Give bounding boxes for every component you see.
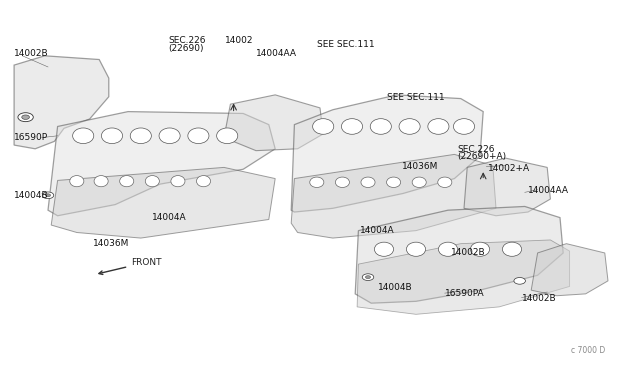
Text: SEE SEC.111: SEE SEC.111 <box>317 40 374 49</box>
Text: c 7000 D: c 7000 D <box>570 346 605 355</box>
Polygon shape <box>357 240 570 314</box>
Ellipse shape <box>120 176 134 187</box>
Ellipse shape <box>406 242 426 256</box>
Circle shape <box>365 276 371 279</box>
Text: 14002B: 14002B <box>522 294 556 303</box>
Polygon shape <box>224 95 323 151</box>
Circle shape <box>22 115 29 119</box>
Ellipse shape <box>159 128 180 144</box>
Ellipse shape <box>387 177 401 187</box>
Ellipse shape <box>131 128 152 144</box>
Ellipse shape <box>374 242 394 256</box>
Circle shape <box>362 274 374 280</box>
Text: (22690): (22690) <box>168 44 204 53</box>
Text: 16590PA: 16590PA <box>445 289 484 298</box>
Text: 14002B: 14002B <box>451 248 486 257</box>
Ellipse shape <box>216 128 238 144</box>
Text: 14004A: 14004A <box>152 213 187 222</box>
Ellipse shape <box>438 242 458 256</box>
Ellipse shape <box>342 119 362 134</box>
Circle shape <box>18 113 33 122</box>
Text: 14002: 14002 <box>225 36 254 45</box>
Ellipse shape <box>188 128 209 144</box>
Ellipse shape <box>196 176 211 187</box>
Ellipse shape <box>171 176 185 187</box>
Text: 14036M: 14036M <box>402 162 438 171</box>
Ellipse shape <box>502 242 522 256</box>
Text: (22690+A): (22690+A) <box>458 153 507 161</box>
Circle shape <box>45 194 51 197</box>
Text: 14004A: 14004A <box>360 226 394 235</box>
Text: 14002B: 14002B <box>14 49 49 58</box>
Text: FRONT: FRONT <box>99 258 162 275</box>
Ellipse shape <box>438 177 452 187</box>
Ellipse shape <box>312 119 334 134</box>
Polygon shape <box>291 154 496 238</box>
Text: SEE SEC.111: SEE SEC.111 <box>387 93 445 102</box>
Ellipse shape <box>101 128 123 144</box>
Polygon shape <box>531 244 608 296</box>
Polygon shape <box>51 167 275 238</box>
Ellipse shape <box>335 177 349 187</box>
Ellipse shape <box>453 119 475 134</box>
Text: 14004AA: 14004AA <box>528 186 569 195</box>
Polygon shape <box>291 95 483 212</box>
Text: 14002+A: 14002+A <box>488 164 530 173</box>
Text: SEC.226: SEC.226 <box>458 145 495 154</box>
Ellipse shape <box>370 119 391 134</box>
Ellipse shape <box>428 119 449 134</box>
Ellipse shape <box>73 128 94 144</box>
Polygon shape <box>355 206 563 303</box>
Polygon shape <box>14 56 109 149</box>
Ellipse shape <box>399 119 420 134</box>
Text: 14004AA: 14004AA <box>256 49 297 58</box>
Ellipse shape <box>70 176 84 187</box>
Ellipse shape <box>310 177 324 187</box>
Circle shape <box>42 192 54 199</box>
Circle shape <box>514 278 525 284</box>
Ellipse shape <box>145 176 159 187</box>
Text: 14004B: 14004B <box>14 191 49 200</box>
Text: 14004B: 14004B <box>378 283 412 292</box>
Ellipse shape <box>94 176 108 187</box>
Polygon shape <box>464 158 550 216</box>
Ellipse shape <box>361 177 375 187</box>
Ellipse shape <box>412 177 426 187</box>
Ellipse shape <box>470 242 490 256</box>
Text: 14036M: 14036M <box>93 239 129 248</box>
Text: 16590P: 16590P <box>14 133 48 142</box>
Text: SEC.226: SEC.226 <box>168 36 206 45</box>
Polygon shape <box>48 112 275 216</box>
